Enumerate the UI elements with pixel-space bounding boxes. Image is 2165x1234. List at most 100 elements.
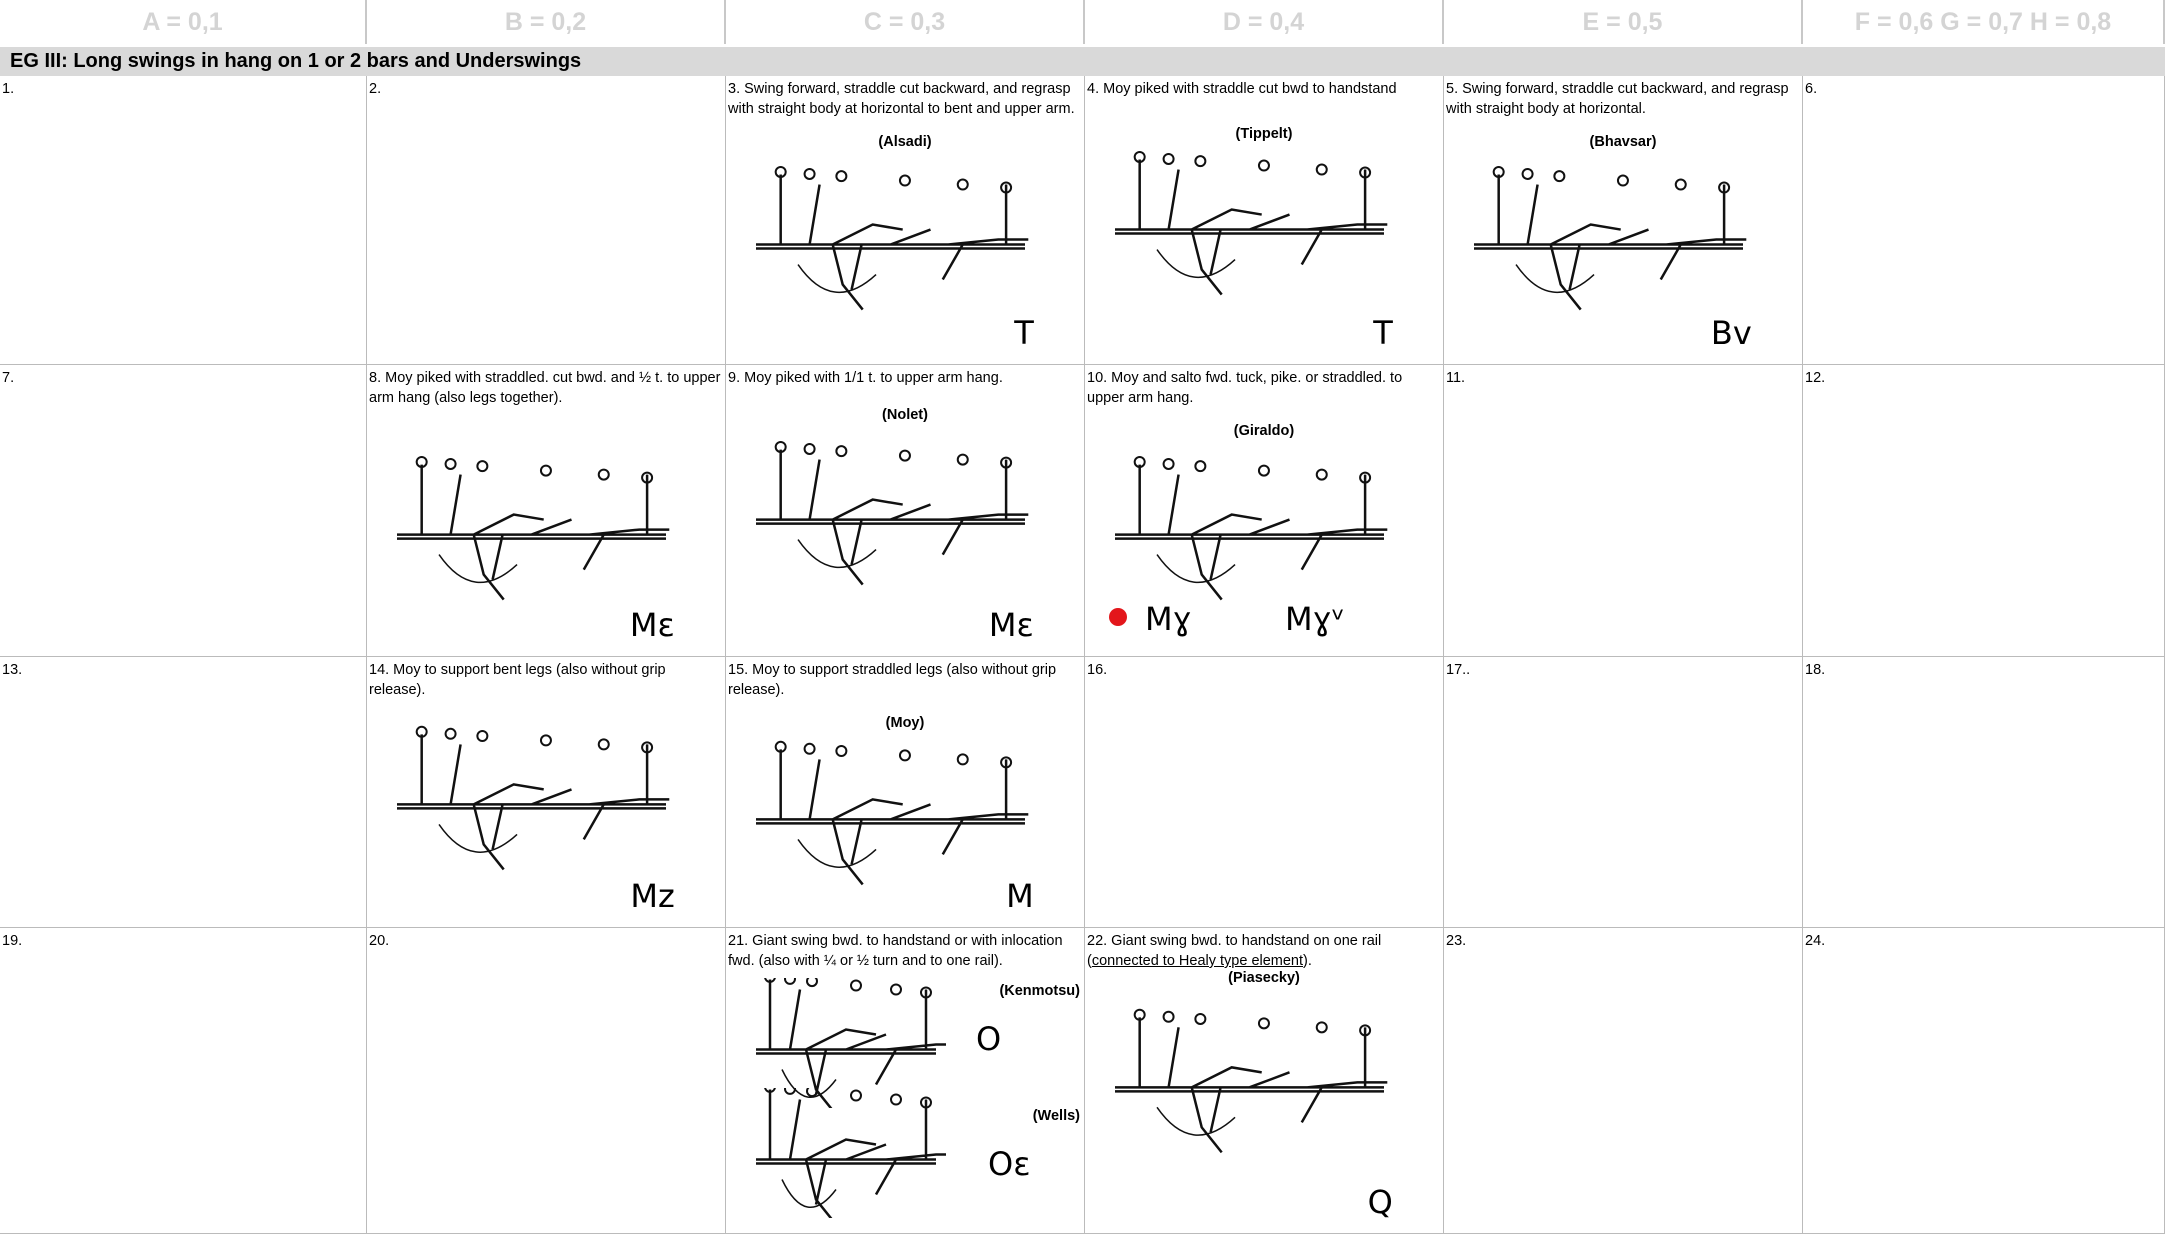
element-symbol: Bv	[1710, 314, 1752, 352]
element-symbol: T	[1014, 314, 1034, 352]
element-symbol: Mz	[630, 877, 675, 915]
cell-text: 6.	[1805, 79, 2162, 99]
cell-text: 2.	[369, 79, 723, 99]
item-description: 1.	[2, 81, 15, 97]
table-cell: 12.	[1803, 365, 2165, 657]
item-description-end: ).	[1303, 953, 1312, 969]
table-cell: 17..	[1444, 657, 1803, 928]
item-description: 20.	[369, 933, 390, 949]
column-header: A = 0,1	[0, 0, 367, 44]
cell-text: 19.	[2, 931, 364, 951]
table-cell: 18.	[1803, 657, 2165, 928]
element-name: (Giraldo)	[1233, 423, 1295, 439]
table-cell: 6.	[1803, 76, 2165, 365]
illustration	[756, 978, 946, 1108]
cell-text: 17..	[1446, 660, 1800, 680]
table-cell: 19.	[0, 928, 367, 1234]
value-dot	[1109, 608, 1127, 626]
cell-text: 22. Giant swing bwd. to handstand on one…	[1087, 931, 1441, 971]
table-cell: 3. Swing forward, straddle cut backward,…	[726, 76, 1085, 365]
column-header: E = 0,5	[1444, 0, 1803, 44]
cell-text: 20.	[369, 931, 723, 951]
item-description: 19.	[2, 933, 23, 949]
item-description: 4. Moy piked with straddle cut bwd to ha…	[1087, 81, 1397, 97]
element-name: (Alsadi)	[878, 134, 932, 150]
element-name: (Nolet)	[882, 407, 928, 423]
illustration	[1115, 150, 1388, 296]
illustration	[756, 440, 1029, 586]
illustration	[756, 740, 1029, 886]
table-cell: 14. Moy to support bent legs (also witho…	[367, 657, 726, 928]
table-cell: 10. Moy and salto fwd. tuck, pike. or st…	[1085, 365, 1444, 657]
cell-text: 12.	[1805, 368, 2162, 388]
table-cell: 2.	[367, 76, 726, 365]
illustration	[756, 1088, 946, 1218]
cell-text: 15. Moy to support straddled legs (also …	[728, 660, 1082, 700]
item-description: 9. Moy piked with 1/1 t. to upper arm ha…	[728, 370, 1003, 386]
item-description: 16.	[1087, 662, 1108, 678]
cell-text: 1.	[2, 79, 364, 99]
table-cell: 21. Giant swing bwd. to handstand or wit…	[726, 928, 1085, 1234]
column-header: F = 0,6 G = 0,7 H = 0,8	[1803, 0, 2165, 44]
element-name: (Wells)	[1032, 1108, 1080, 1124]
element-name: (Moy)	[885, 715, 925, 731]
cell-text: 3. Swing forward, straddle cut backward,…	[728, 79, 1082, 119]
illustration	[1474, 165, 1747, 311]
element-symbol: Mɛ	[988, 606, 1034, 644]
table-cell: 7.	[0, 365, 367, 657]
item-description: 14. Moy to support bent legs (also witho…	[369, 662, 666, 698]
underlined-text: connected to Healy type element	[1091, 953, 1304, 969]
cell-text: 5. Swing forward, straddle cut backward,…	[1446, 79, 1800, 119]
column-header: C = 0,3	[726, 0, 1085, 44]
section-title: EG III: Long swings in hang on 1 or 2 ba…	[0, 47, 2165, 76]
table-cell: 5. Swing forward, straddle cut backward,…	[1444, 76, 1803, 365]
cell-text: 11.	[1446, 368, 1800, 388]
column-header: B = 0,2	[367, 0, 726, 44]
cell-text: 24.	[1805, 931, 2162, 951]
cell-text: 23.	[1446, 931, 1800, 951]
item-description: 6.	[1805, 81, 1818, 97]
table-cell: 22. Giant swing bwd. to handstand on one…	[1085, 928, 1444, 1234]
element-symbol: M	[1006, 877, 1034, 915]
table-cell: 20.	[367, 928, 726, 1234]
item-description: 17..	[1446, 662, 1471, 678]
illustration	[397, 725, 670, 871]
element-name: (Tippelt)	[1235, 126, 1293, 142]
element-symbol: Oɛ	[988, 1145, 1031, 1183]
element-symbol: Mɣ	[1145, 600, 1192, 638]
cell-text: 21. Giant swing bwd. to handstand or wit…	[728, 931, 1082, 971]
illustration	[1115, 455, 1388, 601]
table-cell: 8. Moy piked with straddled. cut bwd. an…	[367, 365, 726, 657]
table-cell: 13.	[0, 657, 367, 928]
cell-text: 10. Moy and salto fwd. tuck, pike. or st…	[1087, 368, 1441, 408]
cell-text: 7.	[2, 368, 364, 388]
element-symbol: Q	[1367, 1183, 1393, 1221]
item-description: 11.	[1446, 370, 1466, 386]
cell-text: 16.	[1087, 660, 1441, 680]
item-description: 2.	[369, 81, 382, 97]
cell-text: 4. Moy piked with straddle cut bwd to ha…	[1087, 79, 1441, 99]
cell-text: 18.	[1805, 660, 2162, 680]
table-cell: 16.	[1085, 657, 1444, 928]
element-name: (Bhavsar)	[1589, 134, 1657, 150]
item-description: 23.	[1446, 933, 1467, 949]
element-name: (Piasecky)	[1228, 970, 1300, 986]
cell-text: 14. Moy to support bent legs (also witho…	[369, 660, 723, 700]
item-description: 18.	[1805, 662, 1826, 678]
table-cell: 4. Moy piked with straddle cut bwd to ha…	[1085, 76, 1444, 365]
table-cell: 1.	[0, 76, 367, 365]
table-cell: 15. Moy to support straddled legs (also …	[726, 657, 1085, 928]
item-description: 13.	[2, 662, 23, 678]
cell-text: 8. Moy piked with straddled. cut bwd. an…	[369, 368, 723, 408]
item-description: 3. Swing forward, straddle cut backward,…	[728, 81, 1075, 117]
element-name: (Kenmotsu)	[999, 983, 1080, 999]
item-description: 22. Giant swing bwd. to handstand on one…	[1087, 933, 1382, 969]
element-symbol: T	[1373, 314, 1393, 352]
table-cell: 23.	[1444, 928, 1803, 1234]
item-description: 15. Moy to support straddled legs (also …	[728, 662, 1057, 698]
element-symbol: Mɣᵛ	[1285, 600, 1346, 638]
table-cell: 9. Moy piked with 1/1 t. to upper arm ha…	[726, 365, 1085, 657]
item-description: 5. Swing forward, straddle cut backward,…	[1446, 81, 1789, 117]
item-description: 12.	[1805, 370, 1826, 386]
